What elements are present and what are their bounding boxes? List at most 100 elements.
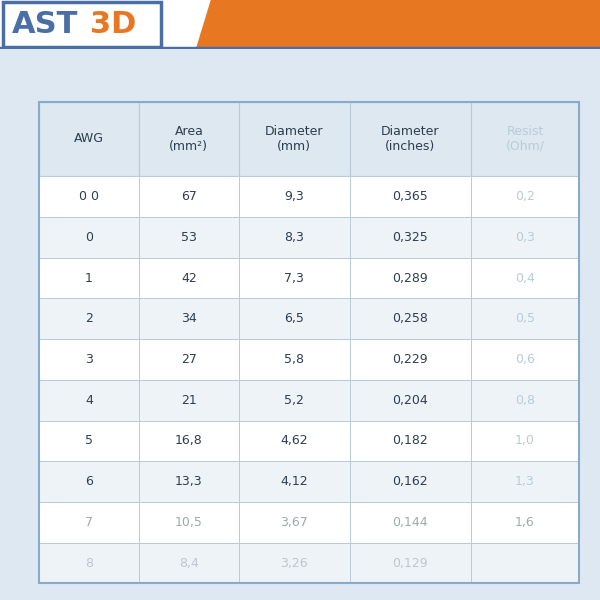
Text: 7: 7 — [85, 516, 93, 529]
FancyBboxPatch shape — [239, 502, 349, 543]
Text: 0,289: 0,289 — [392, 272, 428, 284]
FancyBboxPatch shape — [39, 543, 139, 583]
FancyBboxPatch shape — [139, 257, 239, 298]
FancyBboxPatch shape — [239, 543, 349, 583]
Text: 0,365: 0,365 — [392, 190, 428, 203]
Text: Resist
(Ohm/: Resist (Ohm/ — [505, 125, 544, 153]
Text: 34: 34 — [181, 312, 197, 325]
FancyBboxPatch shape — [349, 298, 471, 339]
Text: 1,6: 1,6 — [515, 516, 535, 529]
Text: Diameter
(inches): Diameter (inches) — [381, 125, 439, 153]
FancyBboxPatch shape — [139, 543, 239, 583]
FancyBboxPatch shape — [349, 217, 471, 257]
Text: 16,8: 16,8 — [175, 434, 203, 448]
Polygon shape — [163, 0, 210, 49]
FancyBboxPatch shape — [239, 339, 349, 380]
FancyBboxPatch shape — [139, 502, 239, 543]
Text: 3,26: 3,26 — [280, 557, 308, 569]
Text: 6: 6 — [85, 475, 93, 488]
FancyBboxPatch shape — [471, 101, 579, 176]
Text: 42: 42 — [181, 272, 197, 284]
FancyBboxPatch shape — [139, 101, 239, 176]
FancyBboxPatch shape — [139, 298, 239, 339]
FancyBboxPatch shape — [471, 461, 579, 502]
Polygon shape — [165, 0, 600, 49]
Text: 5,2: 5,2 — [284, 394, 304, 407]
FancyBboxPatch shape — [349, 257, 471, 298]
FancyBboxPatch shape — [349, 339, 471, 380]
Text: 67: 67 — [181, 190, 197, 203]
Text: 5,8: 5,8 — [284, 353, 304, 366]
FancyBboxPatch shape — [39, 461, 139, 502]
Text: 0,229: 0,229 — [392, 353, 428, 366]
FancyBboxPatch shape — [39, 101, 139, 176]
Text: 3,67: 3,67 — [280, 516, 308, 529]
Text: 0,144: 0,144 — [392, 516, 428, 529]
Text: ast3d.com.ua: ast3d.com.ua — [458, 15, 595, 33]
Text: 10,5: 10,5 — [175, 516, 203, 529]
Text: 9,3: 9,3 — [284, 190, 304, 203]
FancyBboxPatch shape — [471, 176, 579, 217]
FancyBboxPatch shape — [39, 339, 139, 380]
Text: 0,3: 0,3 — [515, 231, 535, 244]
Text: 4: 4 — [85, 394, 93, 407]
FancyBboxPatch shape — [471, 217, 579, 257]
Text: 7,3: 7,3 — [284, 272, 304, 284]
FancyBboxPatch shape — [139, 380, 239, 421]
Text: 53: 53 — [181, 231, 197, 244]
FancyBboxPatch shape — [471, 421, 579, 461]
Text: 0,2: 0,2 — [515, 190, 535, 203]
FancyBboxPatch shape — [471, 339, 579, 380]
FancyBboxPatch shape — [239, 257, 349, 298]
Text: 6,5: 6,5 — [284, 312, 304, 325]
Text: 2: 2 — [85, 312, 93, 325]
FancyBboxPatch shape — [39, 298, 139, 339]
Text: 0: 0 — [85, 231, 93, 244]
Text: 8,3: 8,3 — [284, 231, 304, 244]
FancyBboxPatch shape — [471, 380, 579, 421]
Text: 27: 27 — [181, 353, 197, 366]
Text: 0,204: 0,204 — [392, 394, 428, 407]
FancyBboxPatch shape — [239, 101, 349, 176]
Text: 21: 21 — [181, 394, 197, 407]
Text: 0,6: 0,6 — [515, 353, 535, 366]
FancyBboxPatch shape — [349, 101, 471, 176]
FancyBboxPatch shape — [471, 298, 579, 339]
FancyBboxPatch shape — [471, 502, 579, 543]
FancyBboxPatch shape — [39, 502, 139, 543]
FancyBboxPatch shape — [39, 380, 139, 421]
FancyBboxPatch shape — [239, 217, 349, 257]
Text: AWG: AWG — [74, 133, 104, 145]
Text: 5: 5 — [85, 434, 93, 448]
FancyBboxPatch shape — [239, 298, 349, 339]
Text: Diameter
(mm): Diameter (mm) — [265, 125, 323, 153]
Text: 1,3: 1,3 — [515, 475, 535, 488]
Text: 0,129: 0,129 — [392, 557, 428, 569]
Text: 1,0: 1,0 — [515, 434, 535, 448]
FancyBboxPatch shape — [239, 380, 349, 421]
Text: AST: AST — [12, 10, 79, 38]
FancyBboxPatch shape — [139, 217, 239, 257]
FancyBboxPatch shape — [39, 257, 139, 298]
FancyBboxPatch shape — [39, 217, 139, 257]
Bar — [3, 2, 161, 47]
Text: 0 0: 0 0 — [79, 190, 99, 203]
FancyBboxPatch shape — [139, 176, 239, 217]
FancyBboxPatch shape — [471, 257, 579, 298]
FancyBboxPatch shape — [239, 461, 349, 502]
FancyBboxPatch shape — [39, 176, 139, 217]
Text: 4,12: 4,12 — [280, 475, 308, 488]
Text: 3: 3 — [85, 353, 93, 366]
Text: 0,5: 0,5 — [515, 312, 535, 325]
Text: 8: 8 — [85, 557, 93, 569]
Text: 0,325: 0,325 — [392, 231, 428, 244]
Text: 0,182: 0,182 — [392, 434, 428, 448]
Text: 0,162: 0,162 — [392, 475, 428, 488]
FancyBboxPatch shape — [349, 502, 471, 543]
Text: 13,3: 13,3 — [175, 475, 203, 488]
FancyBboxPatch shape — [39, 421, 139, 461]
FancyBboxPatch shape — [349, 461, 471, 502]
Text: 0,258: 0,258 — [392, 312, 428, 325]
Text: 0,8: 0,8 — [515, 394, 535, 407]
FancyBboxPatch shape — [239, 176, 349, 217]
